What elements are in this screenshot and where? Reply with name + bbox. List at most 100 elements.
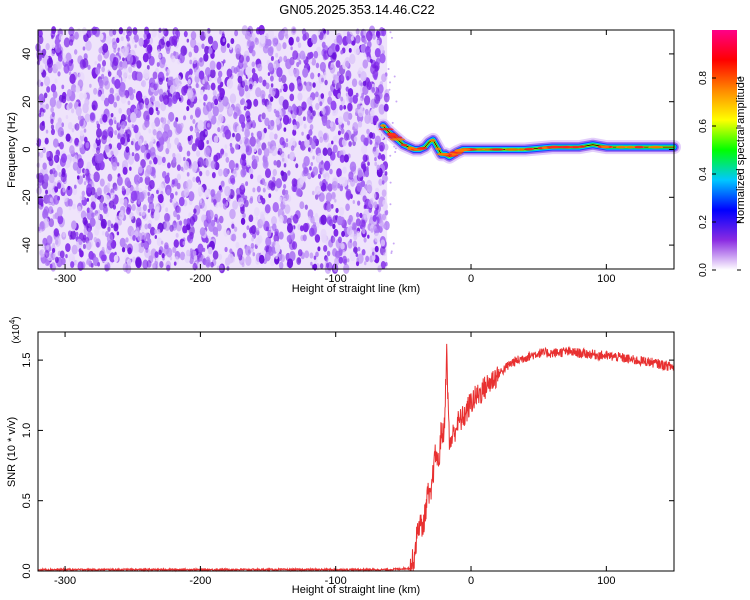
noise-speckle	[140, 144, 146, 154]
noise-speckle	[84, 98, 90, 107]
noise-speckle	[272, 168, 278, 177]
noise-speckle	[200, 89, 204, 96]
noise-speckle	[394, 150, 397, 153]
noise-speckle	[383, 224, 386, 229]
noise-speckle	[275, 117, 281, 125]
noise-speckle	[374, 232, 381, 243]
noise-speckle	[110, 223, 114, 229]
noise-speckle	[237, 197, 244, 208]
noise-speckle	[138, 191, 145, 203]
noise-speckle	[230, 177, 236, 185]
noise-speckle	[89, 112, 96, 121]
noise-speckle	[181, 86, 188, 96]
noise-speckle	[86, 207, 91, 213]
noise-speckle	[186, 172, 190, 177]
noise-speckle	[173, 120, 178, 128]
noise-speckle	[190, 219, 195, 227]
noise-speckle	[85, 174, 90, 181]
noise-speckle	[210, 261, 214, 268]
noise-speckle	[216, 120, 221, 126]
noise-speckle	[146, 152, 151, 160]
noise-speckle	[71, 244, 78, 255]
noise-speckle	[42, 209, 49, 220]
noise-speckle	[309, 252, 314, 259]
noise-speckle	[204, 29, 209, 38]
snr-exponent-label: (x104)	[8, 316, 22, 343]
noise-speckle	[207, 262, 210, 267]
noise-speckle	[99, 194, 104, 203]
noise-speckle	[248, 83, 253, 90]
noise-speckle	[166, 188, 171, 196]
noise-speckle	[378, 225, 383, 234]
noise-speckle	[263, 160, 268, 167]
noise-speckle	[54, 186, 59, 193]
noise-speckle	[363, 237, 367, 243]
noise-speckle	[48, 158, 54, 167]
noise-speckle	[195, 82, 199, 88]
noise-speckle	[338, 206, 345, 216]
noise-speckle	[298, 140, 302, 146]
noise-speckle	[337, 236, 342, 244]
noise-speckle	[249, 136, 256, 147]
noise-speckle	[171, 179, 175, 185]
noise-speckle	[209, 60, 216, 71]
noise-speckle	[376, 164, 380, 170]
noise-speckle	[85, 259, 90, 266]
noise-speckle	[164, 212, 170, 223]
noise-speckle	[186, 99, 191, 106]
noise-speckle	[201, 43, 205, 49]
colorbar-tick-label: 0.8	[698, 71, 709, 85]
noise-speckle	[352, 200, 356, 204]
noise-speckle	[112, 29, 117, 36]
noise-speckle	[158, 77, 164, 85]
noise-speckle	[361, 219, 366, 228]
signal-hotspot	[648, 145, 663, 149]
noise-speckle	[297, 82, 303, 92]
noise-speckle	[308, 129, 313, 136]
noise-speckle	[56, 164, 61, 171]
noise-speckle	[245, 159, 249, 164]
noise-speckle	[263, 181, 267, 187]
noise-speckle	[341, 230, 345, 238]
noise-speckle	[283, 127, 287, 132]
noise-speckle	[273, 63, 277, 69]
noise-speckle	[360, 82, 363, 87]
noise-speckle	[349, 251, 356, 262]
noise-speckle	[189, 125, 194, 132]
noise-speckle	[297, 249, 303, 257]
spectrogram-x-tick-label: -100	[325, 273, 347, 285]
noise-speckle	[172, 246, 177, 254]
noise-speckle	[319, 136, 324, 143]
noise-speckle	[349, 97, 353, 104]
noise-speckle	[314, 234, 321, 243]
noise-speckle	[132, 243, 140, 254]
noise-speckle	[325, 257, 329, 263]
noise-speckle	[237, 75, 243, 84]
noise-speckle	[125, 237, 129, 243]
noise-speckle	[119, 61, 124, 68]
noise-speckle	[332, 135, 337, 142]
noise-speckle	[340, 96, 344, 102]
noise-speckle	[370, 109, 375, 117]
noise-speckle	[193, 254, 198, 261]
noise-speckle	[301, 84, 306, 92]
noise-speckle	[370, 228, 374, 233]
noise-speckle	[186, 88, 194, 99]
noise-speckle	[307, 147, 311, 152]
noise-speckle	[75, 231, 79, 237]
noise-speckle	[107, 136, 112, 143]
noise-speckle	[317, 173, 322, 180]
noise-speckle	[245, 91, 251, 100]
noise-speckle	[208, 47, 213, 55]
noise-speckle	[332, 223, 336, 230]
noise-speckle	[138, 37, 144, 47]
noise-speckle	[192, 250, 197, 257]
noise-speckle	[197, 157, 204, 168]
noise-speckle	[65, 115, 69, 120]
noise-speckle	[43, 76, 51, 87]
noise-speckle	[131, 152, 135, 157]
noise-speckle	[218, 95, 223, 103]
noise-speckle	[126, 137, 130, 143]
noise-speckle	[154, 234, 158, 239]
noise-speckle	[240, 168, 246, 178]
